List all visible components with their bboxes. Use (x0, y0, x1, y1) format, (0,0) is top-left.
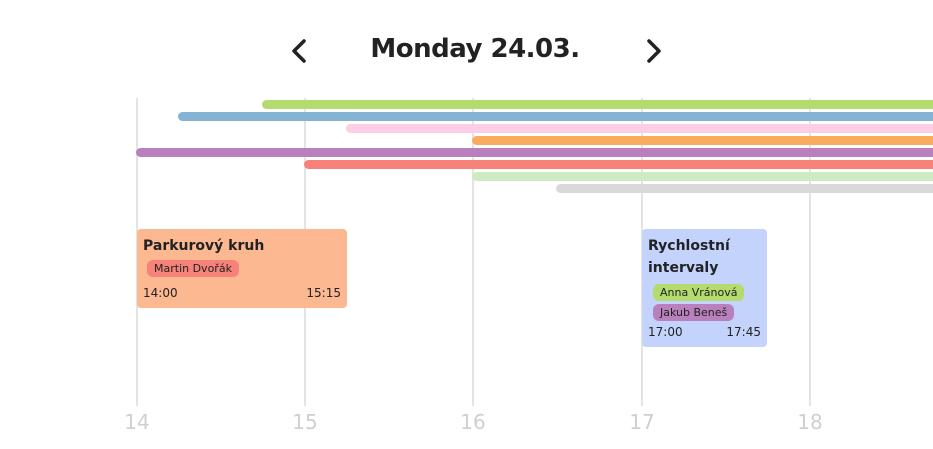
axis-tick-label: 17 (629, 410, 655, 434)
page-title: Monday 24.03. (370, 34, 580, 64)
timeline-bar-orange[interactable] (472, 136, 933, 145)
axis-tick-label: 14 (124, 410, 150, 434)
axis-tick-label: 15 (292, 410, 318, 434)
chevron-right-icon (647, 39, 661, 63)
gridline-stub (641, 372, 643, 406)
event-card[interactable]: Parkurový kruh Martin Dvořák 14:00 15:15 (137, 229, 347, 308)
event-start-time: 14:00 (143, 286, 178, 300)
timeline-bar-light-green[interactable] (472, 172, 933, 181)
event-title: Parkurový kruh (143, 238, 265, 254)
prev-day-button[interactable] (285, 36, 315, 66)
event-start-time: 17:00 (648, 325, 683, 339)
timeline-bar-purple[interactable] (136, 148, 933, 157)
person-tag: Anna Vránová (653, 284, 745, 301)
event-end-time: 17:45 (726, 325, 761, 339)
event-end-time: 15:15 (306, 286, 341, 300)
date-navigation: Monday 24.03. (0, 30, 933, 74)
timeline-bar-blue[interactable] (178, 112, 933, 121)
event-title: Rychlostní intervaly (648, 238, 730, 276)
axis-tick-label: 18 (797, 410, 823, 434)
chevron-left-icon (292, 39, 306, 63)
person-tag: Jakub Beneš (653, 304, 735, 321)
gridline-16 (472, 98, 474, 398)
timeline-bar-red[interactable] (304, 160, 933, 169)
timeline-bar-pink[interactable] (346, 124, 933, 133)
gridline-18 (809, 98, 811, 398)
gridline-stub (809, 372, 811, 406)
timeline-bar-gray[interactable] (556, 184, 933, 193)
timeline-bar-green[interactable] (262, 100, 933, 109)
event-card[interactable]: Rychlostní intervaly Anna Vránová Jakub … (642, 229, 767, 347)
gridline-stub (472, 372, 474, 406)
gridline-stub (136, 372, 138, 406)
axis-tick-label: 16 (460, 410, 486, 434)
gridline-stub (304, 372, 306, 406)
next-day-button[interactable] (638, 36, 668, 66)
person-tag: Martin Dvořák (147, 260, 239, 277)
